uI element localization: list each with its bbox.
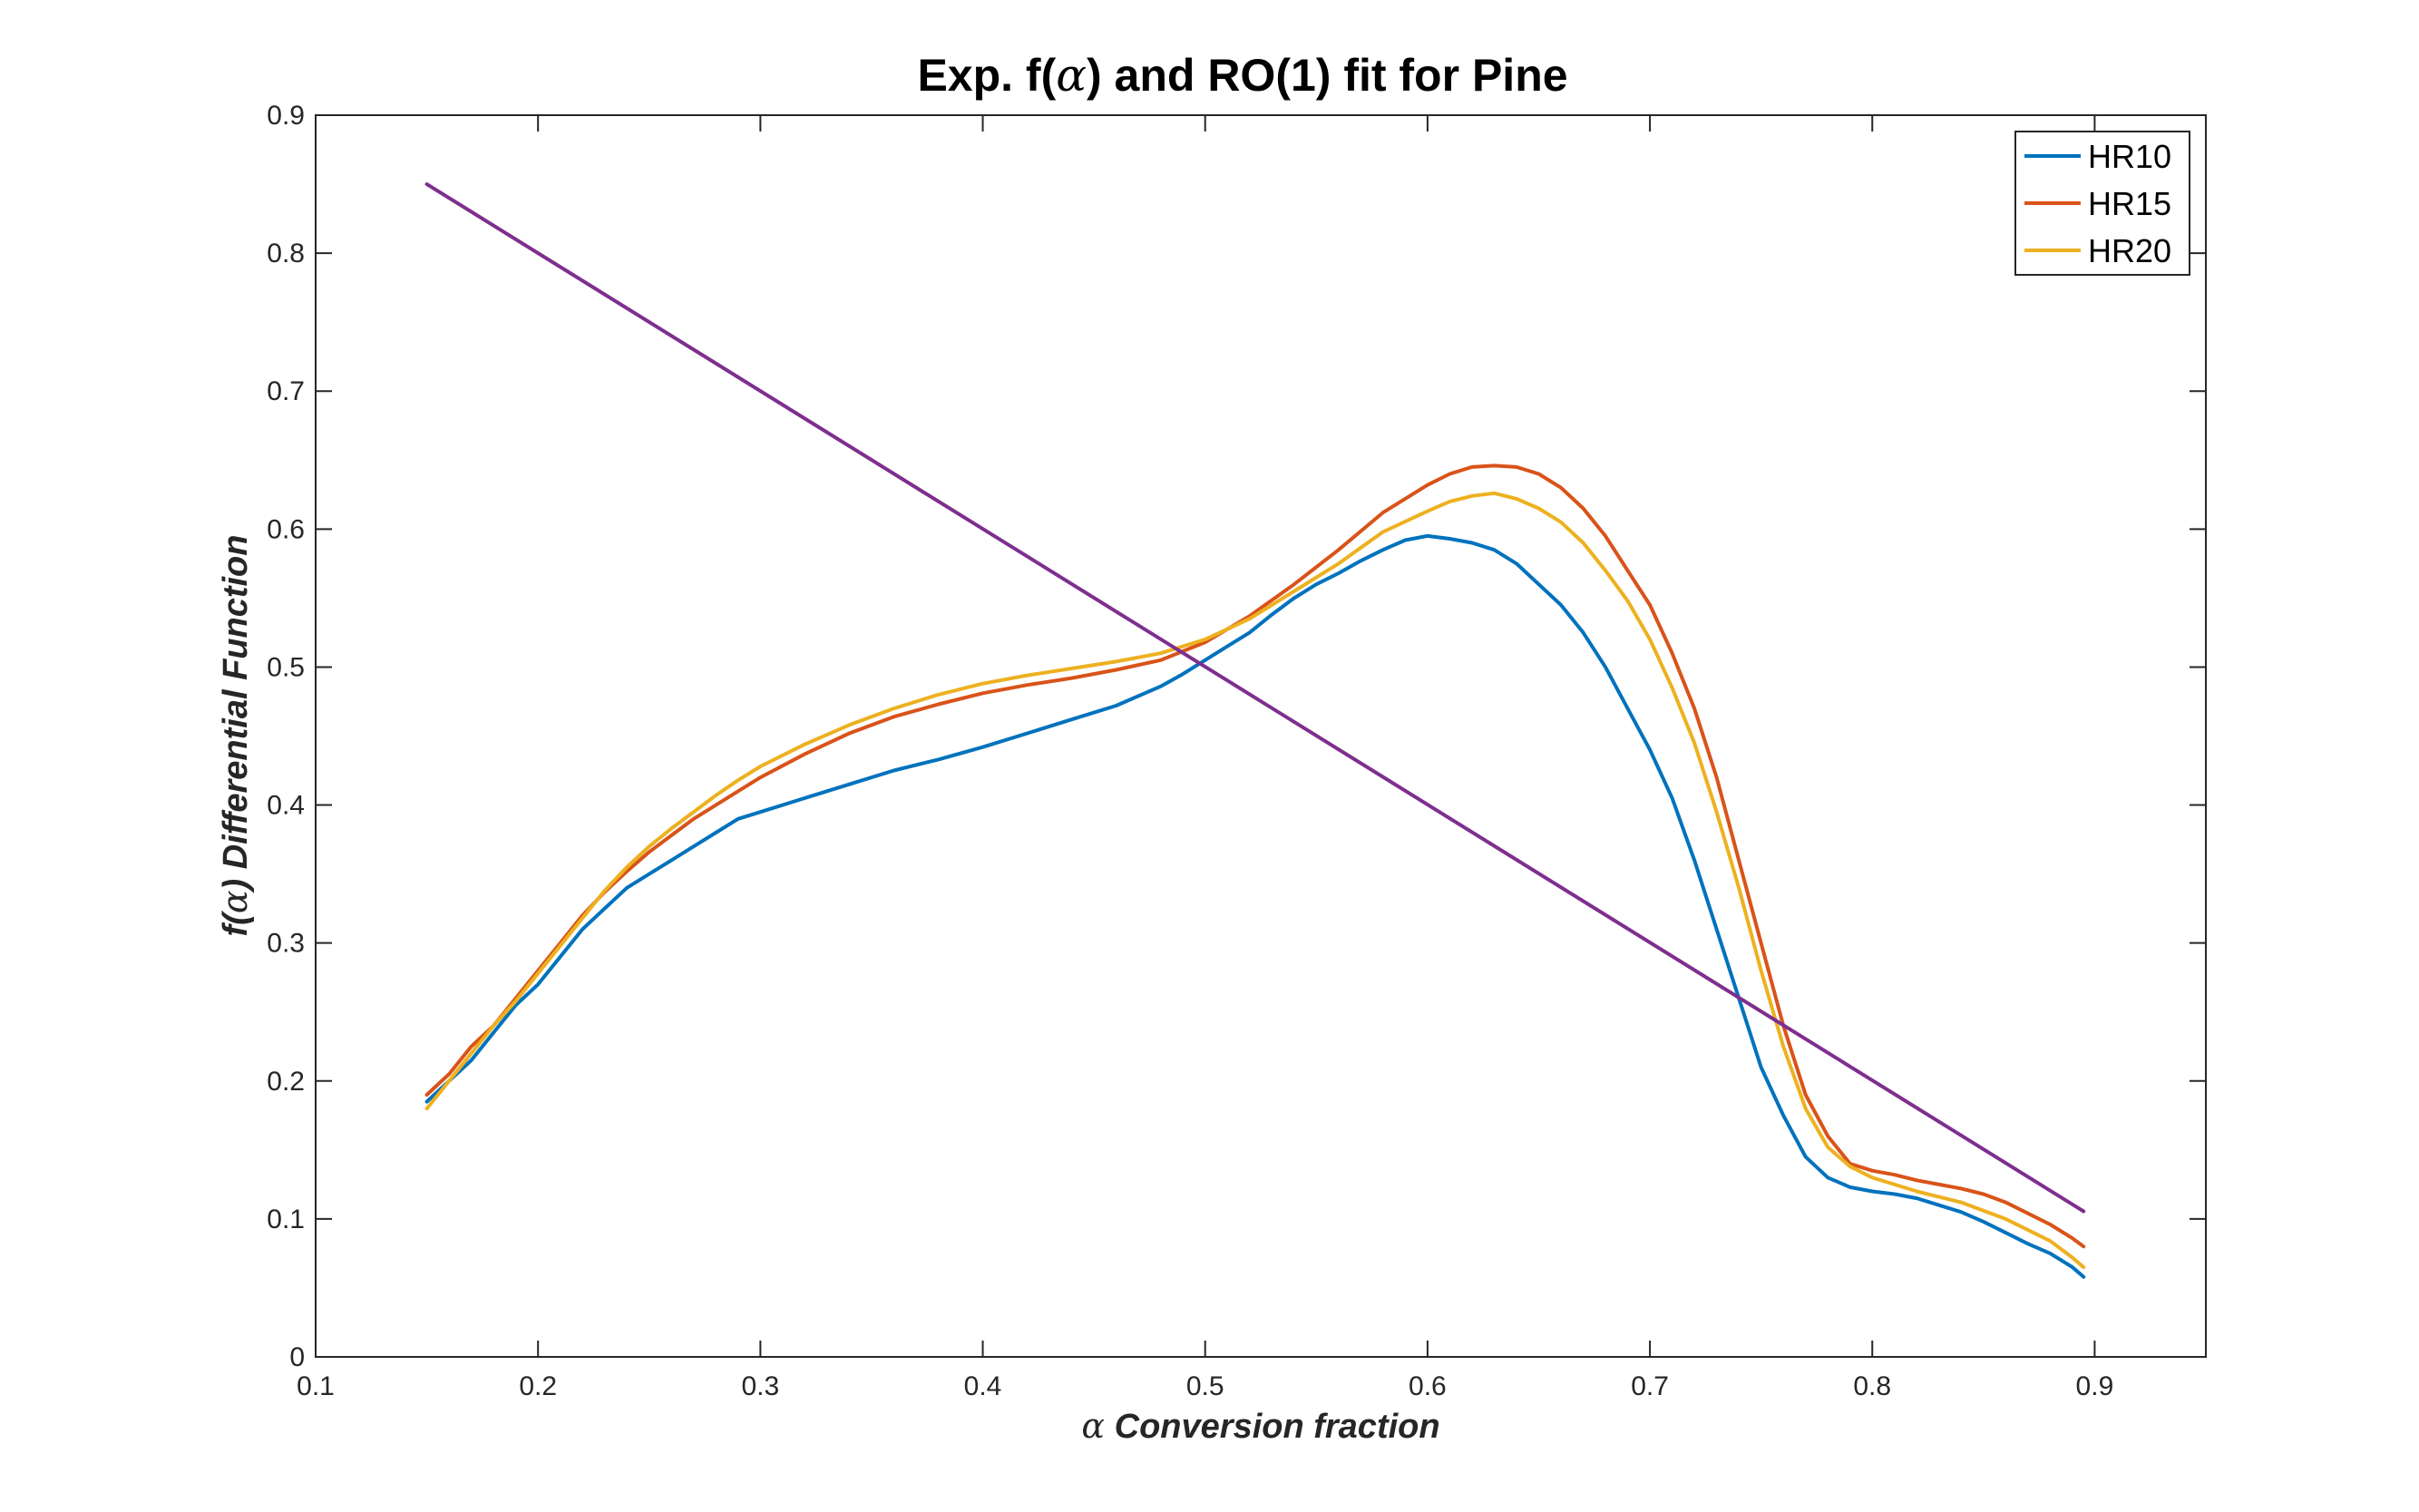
ticks-layer: 0.1 0.2 0.3 0.4 0.5 0.6 0.7 0.8 0.900.10.20.30.4… <box>267 101 2206 1401</box>
series-layer <box>424 182 2086 1279</box>
series-line-ro1-fit <box>424 182 2086 1214</box>
x-tick-label: 0.9 <box>2076 1371 2114 1401</box>
y-axis-label: f(α) Differential Function <box>215 535 255 937</box>
x-tick-label: 0.2 <box>519 1371 557 1401</box>
x-tick-label: 0.3 <box>741 1371 779 1401</box>
y-label-alpha-symbol: α <box>215 891 255 914</box>
x-tick-label: 0.5 <box>1186 1371 1224 1401</box>
series-line-hr10 <box>424 533 2086 1279</box>
y-tick-label: 0.4 <box>267 791 305 821</box>
legend-label-hr20: HR20 <box>2088 232 2171 269</box>
y-tick-label: 0.6 <box>267 514 305 544</box>
y-tick-label: 0.3 <box>267 929 305 959</box>
y-tick-label: 0.7 <box>267 376 305 406</box>
y-tick-label: 0.1 <box>267 1205 305 1234</box>
x-tick-label: 0.6 <box>1409 1371 1447 1401</box>
legend-label-hr10: HR10 <box>2088 138 2171 175</box>
y-tick-label: 0.9 <box>267 101 305 131</box>
title-alpha-symbol: α <box>1056 49 1087 102</box>
x-label-alpha-symbol: α <box>1081 1406 1105 1446</box>
x-tick-label: 0.4 <box>964 1371 1002 1401</box>
series-line-hr15 <box>424 463 2086 1249</box>
plot-area <box>316 115 2206 1357</box>
x-tick-label: 0.8 <box>1853 1371 1891 1401</box>
series-line-hr20 <box>424 491 2086 1270</box>
x-tick-label: 0.7 <box>1631 1371 1669 1401</box>
legend: HR10 HR15 HR20 <box>2014 131 2190 276</box>
axes-box <box>315 114 2207 1358</box>
y-tick-label: 0.8 <box>267 239 305 268</box>
x-tick-label: 0.1 <box>297 1371 335 1401</box>
y-tick-label: 0 <box>289 1342 305 1372</box>
y-tick-label: 0.5 <box>267 652 305 682</box>
x-axis-label: α Conversion fraction <box>1081 1406 1439 1446</box>
chart-title: Exp. f(α) and RO(1) fit for Pine <box>917 49 1567 102</box>
y-tick-label: 0.2 <box>267 1067 305 1097</box>
legend-label-hr15: HR15 <box>2088 185 2171 222</box>
